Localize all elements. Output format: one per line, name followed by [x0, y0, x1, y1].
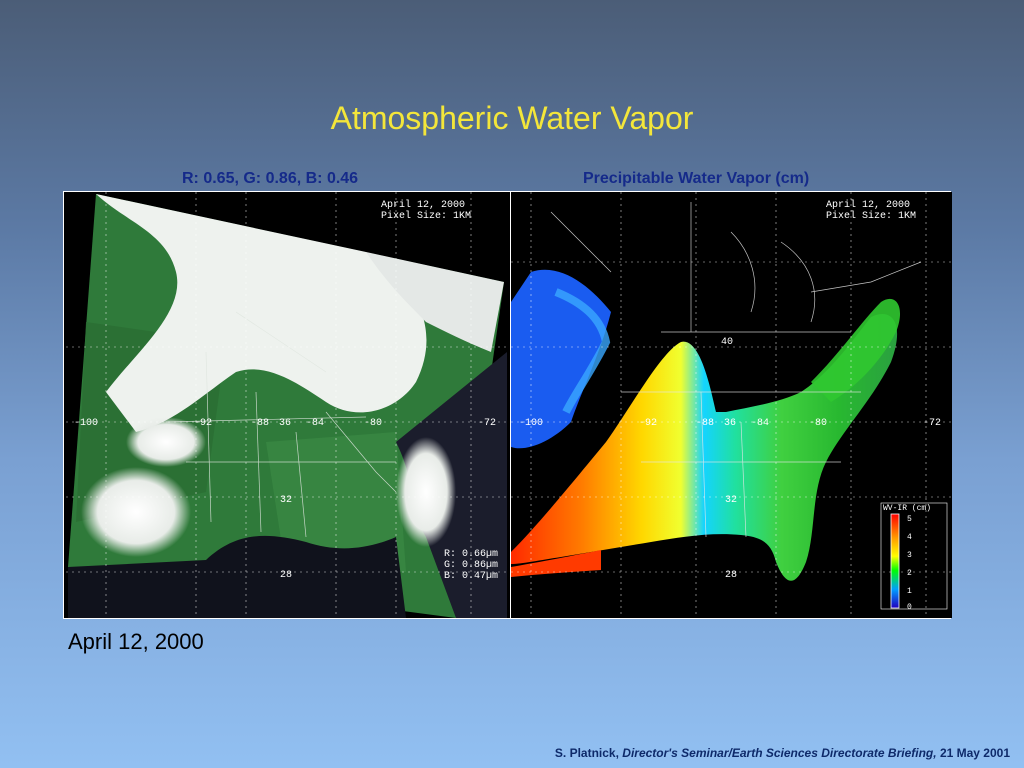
date-caption: April 12, 2000 — [68, 629, 204, 654]
colorbar-tick: 4 — [907, 533, 912, 542]
left-lon-tick: -88 — [251, 418, 270, 429]
right-lon-tick: -84 — [751, 418, 770, 429]
cloud-band — [96, 194, 427, 432]
right-lon-tick: -72 — [923, 418, 942, 429]
band-label-red: R: 0.66µm — [444, 549, 499, 560]
map-figure: April 12, 2000 Pixel Size: 1KM -100 -92 … — [63, 191, 952, 619]
true-color-map-graphic — [66, 192, 507, 618]
left-lon-tick: -72 — [478, 418, 497, 429]
right-lat-tick: 32 — [725, 495, 738, 506]
high-vapor-region — [511, 314, 898, 581]
slide-title: Atmospheric Water Vapor — [330, 100, 694, 136]
colorbar-tick: 0 — [907, 603, 912, 612]
colorbar-tick: 2 — [907, 569, 912, 578]
footer: S. Platnick, Director's Seminar/Earth Sc… — [555, 746, 1010, 760]
colorbar-title: WV-IR (cm) — [883, 504, 932, 513]
left-image-date: April 12, 2000 — [381, 200, 466, 211]
footer-date: 21 May 2001 — [939, 746, 1010, 760]
colorbar-tick: 1 — [907, 587, 912, 596]
left-lon-tick: -100 — [74, 418, 99, 429]
colorbar-tick: 3 — [907, 551, 912, 560]
right-lon-tick: -92 — [639, 418, 658, 429]
right-lon-tick: -88 — [696, 418, 715, 429]
gulf-water — [68, 535, 406, 618]
left-pixel-size: Pixel Size: 1KM — [381, 211, 472, 222]
left-lon-tick: -84 — [306, 418, 325, 429]
band-label-green: G: 0.86µm — [444, 560, 499, 571]
water-vapor-map-graphic — [511, 192, 952, 618]
left-lon-tick: -80 — [364, 418, 383, 429]
left-lat-tick: 32 — [280, 495, 293, 506]
footer-author: S. Platnick, — [554, 746, 619, 760]
band-label-blue: B: 0.47µm — [444, 571, 499, 582]
right-lon-tick: -80 — [809, 418, 828, 429]
true-color-map: April 12, 2000 Pixel Size: 1KM -100 -92 … — [66, 192, 507, 618]
right-lon-tick: -100 — [519, 418, 544, 429]
colorbar — [890, 513, 900, 609]
right-pixel-size: Pixel Size: 1KM — [826, 211, 917, 222]
left-lon-tick: 36 — [279, 418, 292, 429]
footer-event: Director's Seminar/Earth Sciences Direct… — [622, 746, 937, 760]
right-image-date: April 12, 2000 — [826, 200, 911, 211]
water-vapor-map: April 12, 2000 Pixel Size: 1KM -100 -92 … — [510, 192, 952, 618]
left-lat-tick: 28 — [280, 570, 293, 581]
right-lat-tick: 40 — [721, 337, 734, 348]
right-lat-tick: 28 — [725, 570, 738, 581]
left-panel-label: R: 0.65, G: 0.86, B: 0.46 — [182, 170, 359, 187]
right-lon-tick: 36 — [724, 418, 737, 429]
colorbar-tick: 5 — [907, 515, 912, 524]
left-lon-tick: -92 — [194, 418, 213, 429]
right-panel-label: Precipitable Water Vapor (cm) — [583, 170, 810, 187]
